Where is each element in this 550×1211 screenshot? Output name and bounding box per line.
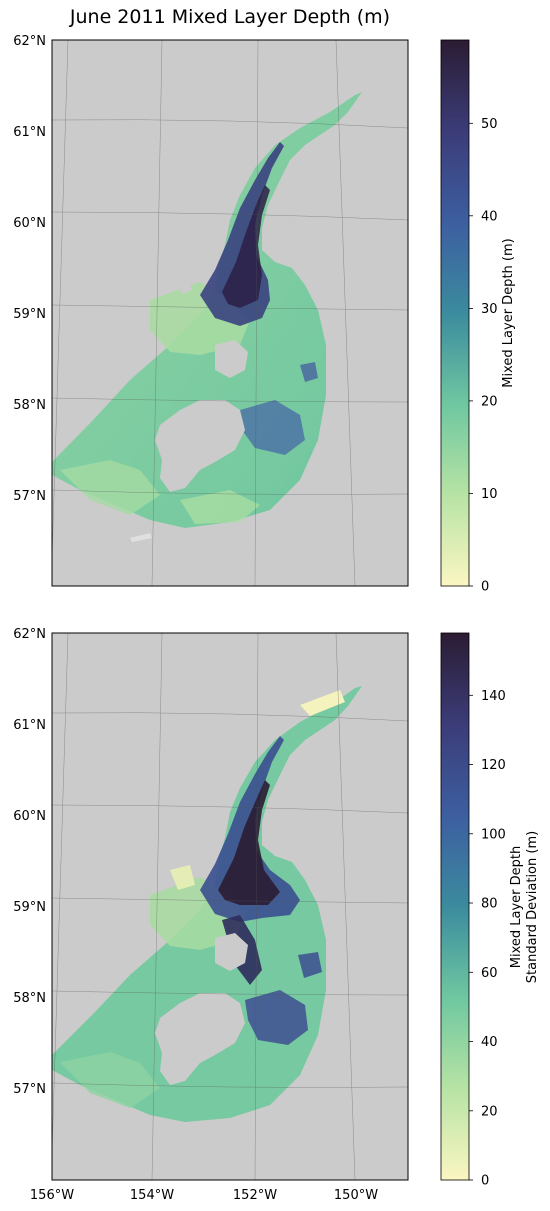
latitude-labels: 62°N 61°N 60°N 59°N 58°N 57°N [13,34,46,504]
graticule [52,40,408,586]
kodiak-island [155,400,245,492]
lat-label: 60°N [13,216,46,231]
shelf-shallow [60,460,160,515]
map-frame [51,39,409,587]
mean-mld-panel: 62°N 61°N 60°N 59°N 58°N 57°N 0 10 20 30… [13,34,516,595]
colorbar-ticks: 0 20 40 60 80 100 120 140 [469,689,506,1189]
deep-patch [300,362,318,382]
colorbar-tick-label: 0 [481,1174,489,1189]
deep-channel [200,142,284,326]
lat-label: 57°N [13,489,46,504]
colorbar-tick-label: 30 [481,302,498,317]
colorbar-tick-label: 20 [481,1104,498,1119]
map-frame [51,632,409,1181]
small-island [178,278,192,294]
figure-title: June 2011 Mixed Layer Depth (m) [69,6,391,28]
colorbar-gradient [440,632,470,1181]
shelf-shallow [300,690,345,716]
colorbar-label: Standard Deviation (m) [525,831,540,983]
colorbar-tick-label: 20 [481,394,498,409]
lon-label: 156°W [30,1188,74,1203]
lat-label: 59°N [13,307,46,322]
map-area [52,40,408,586]
lat-label: 58°N [13,398,46,413]
colorbar-tick-label: 40 [481,209,498,224]
shelf-shallow [60,1052,160,1108]
chirikof-island [115,536,160,552]
lat-label: 62°N [13,34,46,49]
lat-label: 59°N [13,900,46,915]
colorbar-tick-label: 60 [481,966,498,981]
lon-label: 154°W [130,1188,174,1203]
lon-label: 152°W [233,1188,277,1203]
colorbar-tick-label: 120 [481,758,506,773]
colorbar-label: Mixed Layer Depth [509,846,524,968]
lat-label: 61°N [13,718,46,733]
colorbar-tick-label: 50 [481,117,498,132]
colorbar-tick-label: 100 [481,827,506,842]
colorbar-tick-label: 140 [481,689,506,704]
lat-label: 60°N [13,809,46,824]
deep-patch [240,400,305,455]
longitude-labels: 156°W 154°W 152°W 150°W [30,1188,378,1203]
colorbar: 0 10 20 30 40 50 Mixed Layer Depth (m) [440,39,516,595]
lat-label: 57°N [13,1082,46,1097]
afognak-island [215,340,248,378]
map-area [52,633,408,1180]
lat-label: 61°N [13,125,46,140]
colorbar: 0 20 40 60 80 100 120 140 Mixed Layer De… [440,632,540,1189]
colorbar-tick-label: 40 [481,1035,498,1050]
deep-channel-core [222,185,270,308]
deep-patch [298,952,322,978]
chirikof-island [115,1129,160,1145]
lat-label: 58°N [13,991,46,1006]
graticule [52,633,408,1180]
colorbar-ticks: 0 10 20 30 40 50 [469,117,498,595]
stddev-mld-panel: 62°N 61°N 60°N 59°N 58°N 57°N 156°W 154°… [13,627,540,1203]
colorbar-gradient [440,39,470,587]
deep-channel-core [218,780,280,905]
afognak-island [215,933,248,971]
kodiak-island [155,993,245,1085]
colorbar-tick-label: 10 [481,487,498,502]
latitude-labels: 62°N 61°N 60°N 59°N 58°N 57°N [13,627,46,1097]
colorbar-tick-label: 80 [481,897,498,912]
lat-label: 62°N [13,627,46,642]
lon-label: 150°W [334,1188,378,1203]
shelf-shallow [180,490,260,524]
shelf-shallow [170,865,195,890]
deep-patch [245,990,308,1045]
small-island [130,533,152,542]
colorbar-tick-label: 0 [481,580,489,595]
colorbar-label: Mixed Layer Depth (m) [501,238,516,387]
